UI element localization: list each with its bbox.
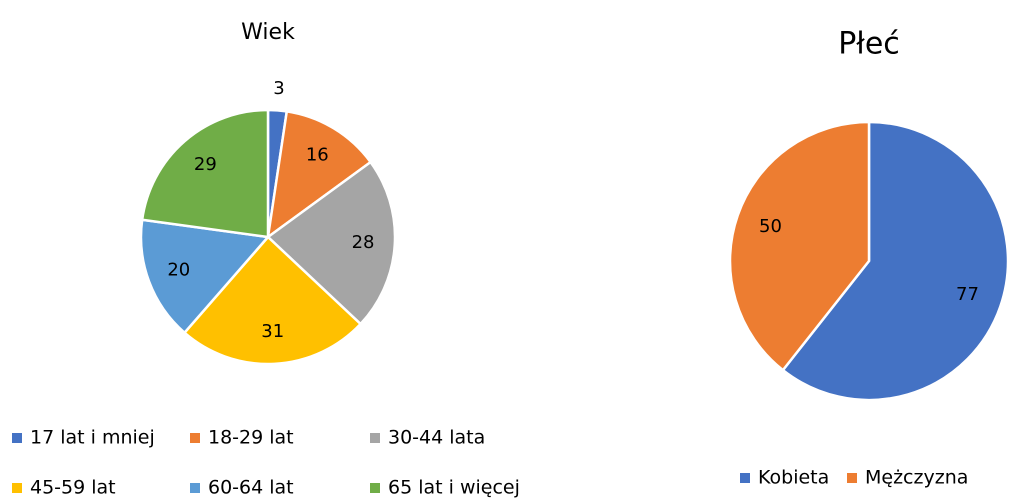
chart-title: Wiek bbox=[241, 20, 295, 45]
pie-slice bbox=[781, 120, 1010, 402]
data-label: 3 bbox=[273, 78, 284, 99]
legend-label: 60-64 lat bbox=[208, 477, 294, 498]
legend-swatch bbox=[740, 473, 750, 483]
legend-label: Kobieta bbox=[758, 467, 829, 489]
legend-label: 17 lat i mniej bbox=[30, 427, 155, 449]
data-label: 20 bbox=[167, 259, 190, 280]
legend-swatch bbox=[370, 433, 380, 443]
data-label: 28 bbox=[352, 232, 375, 253]
legend-label: 45-59 lat bbox=[30, 477, 116, 498]
data-label: 16 bbox=[306, 145, 329, 166]
legend-swatch bbox=[12, 433, 22, 443]
legend-label: 65 lat i więcej bbox=[388, 477, 520, 498]
pie-slice bbox=[140, 108, 270, 239]
pie-slice bbox=[266, 109, 373, 240]
data-label: 50 bbox=[759, 216, 782, 237]
pie-slice bbox=[139, 218, 271, 335]
legend-swatch bbox=[190, 433, 200, 443]
legend-label: 18-29 lat bbox=[208, 427, 294, 449]
legend-swatch bbox=[190, 483, 200, 493]
legend-swatch bbox=[370, 483, 380, 493]
pie-slice bbox=[182, 235, 363, 366]
legend-swatch bbox=[12, 483, 22, 493]
chart-title: Płeć bbox=[838, 27, 900, 62]
legend-label: Mężczyzna bbox=[865, 467, 968, 489]
legend-swatch bbox=[847, 473, 857, 483]
legend-label: 30-44 lata bbox=[388, 427, 485, 449]
pie-slice bbox=[728, 120, 871, 372]
data-label: 31 bbox=[261, 321, 284, 342]
data-label: 77 bbox=[956, 284, 979, 305]
data-label: 29 bbox=[194, 154, 217, 175]
pie-slice bbox=[266, 160, 397, 326]
